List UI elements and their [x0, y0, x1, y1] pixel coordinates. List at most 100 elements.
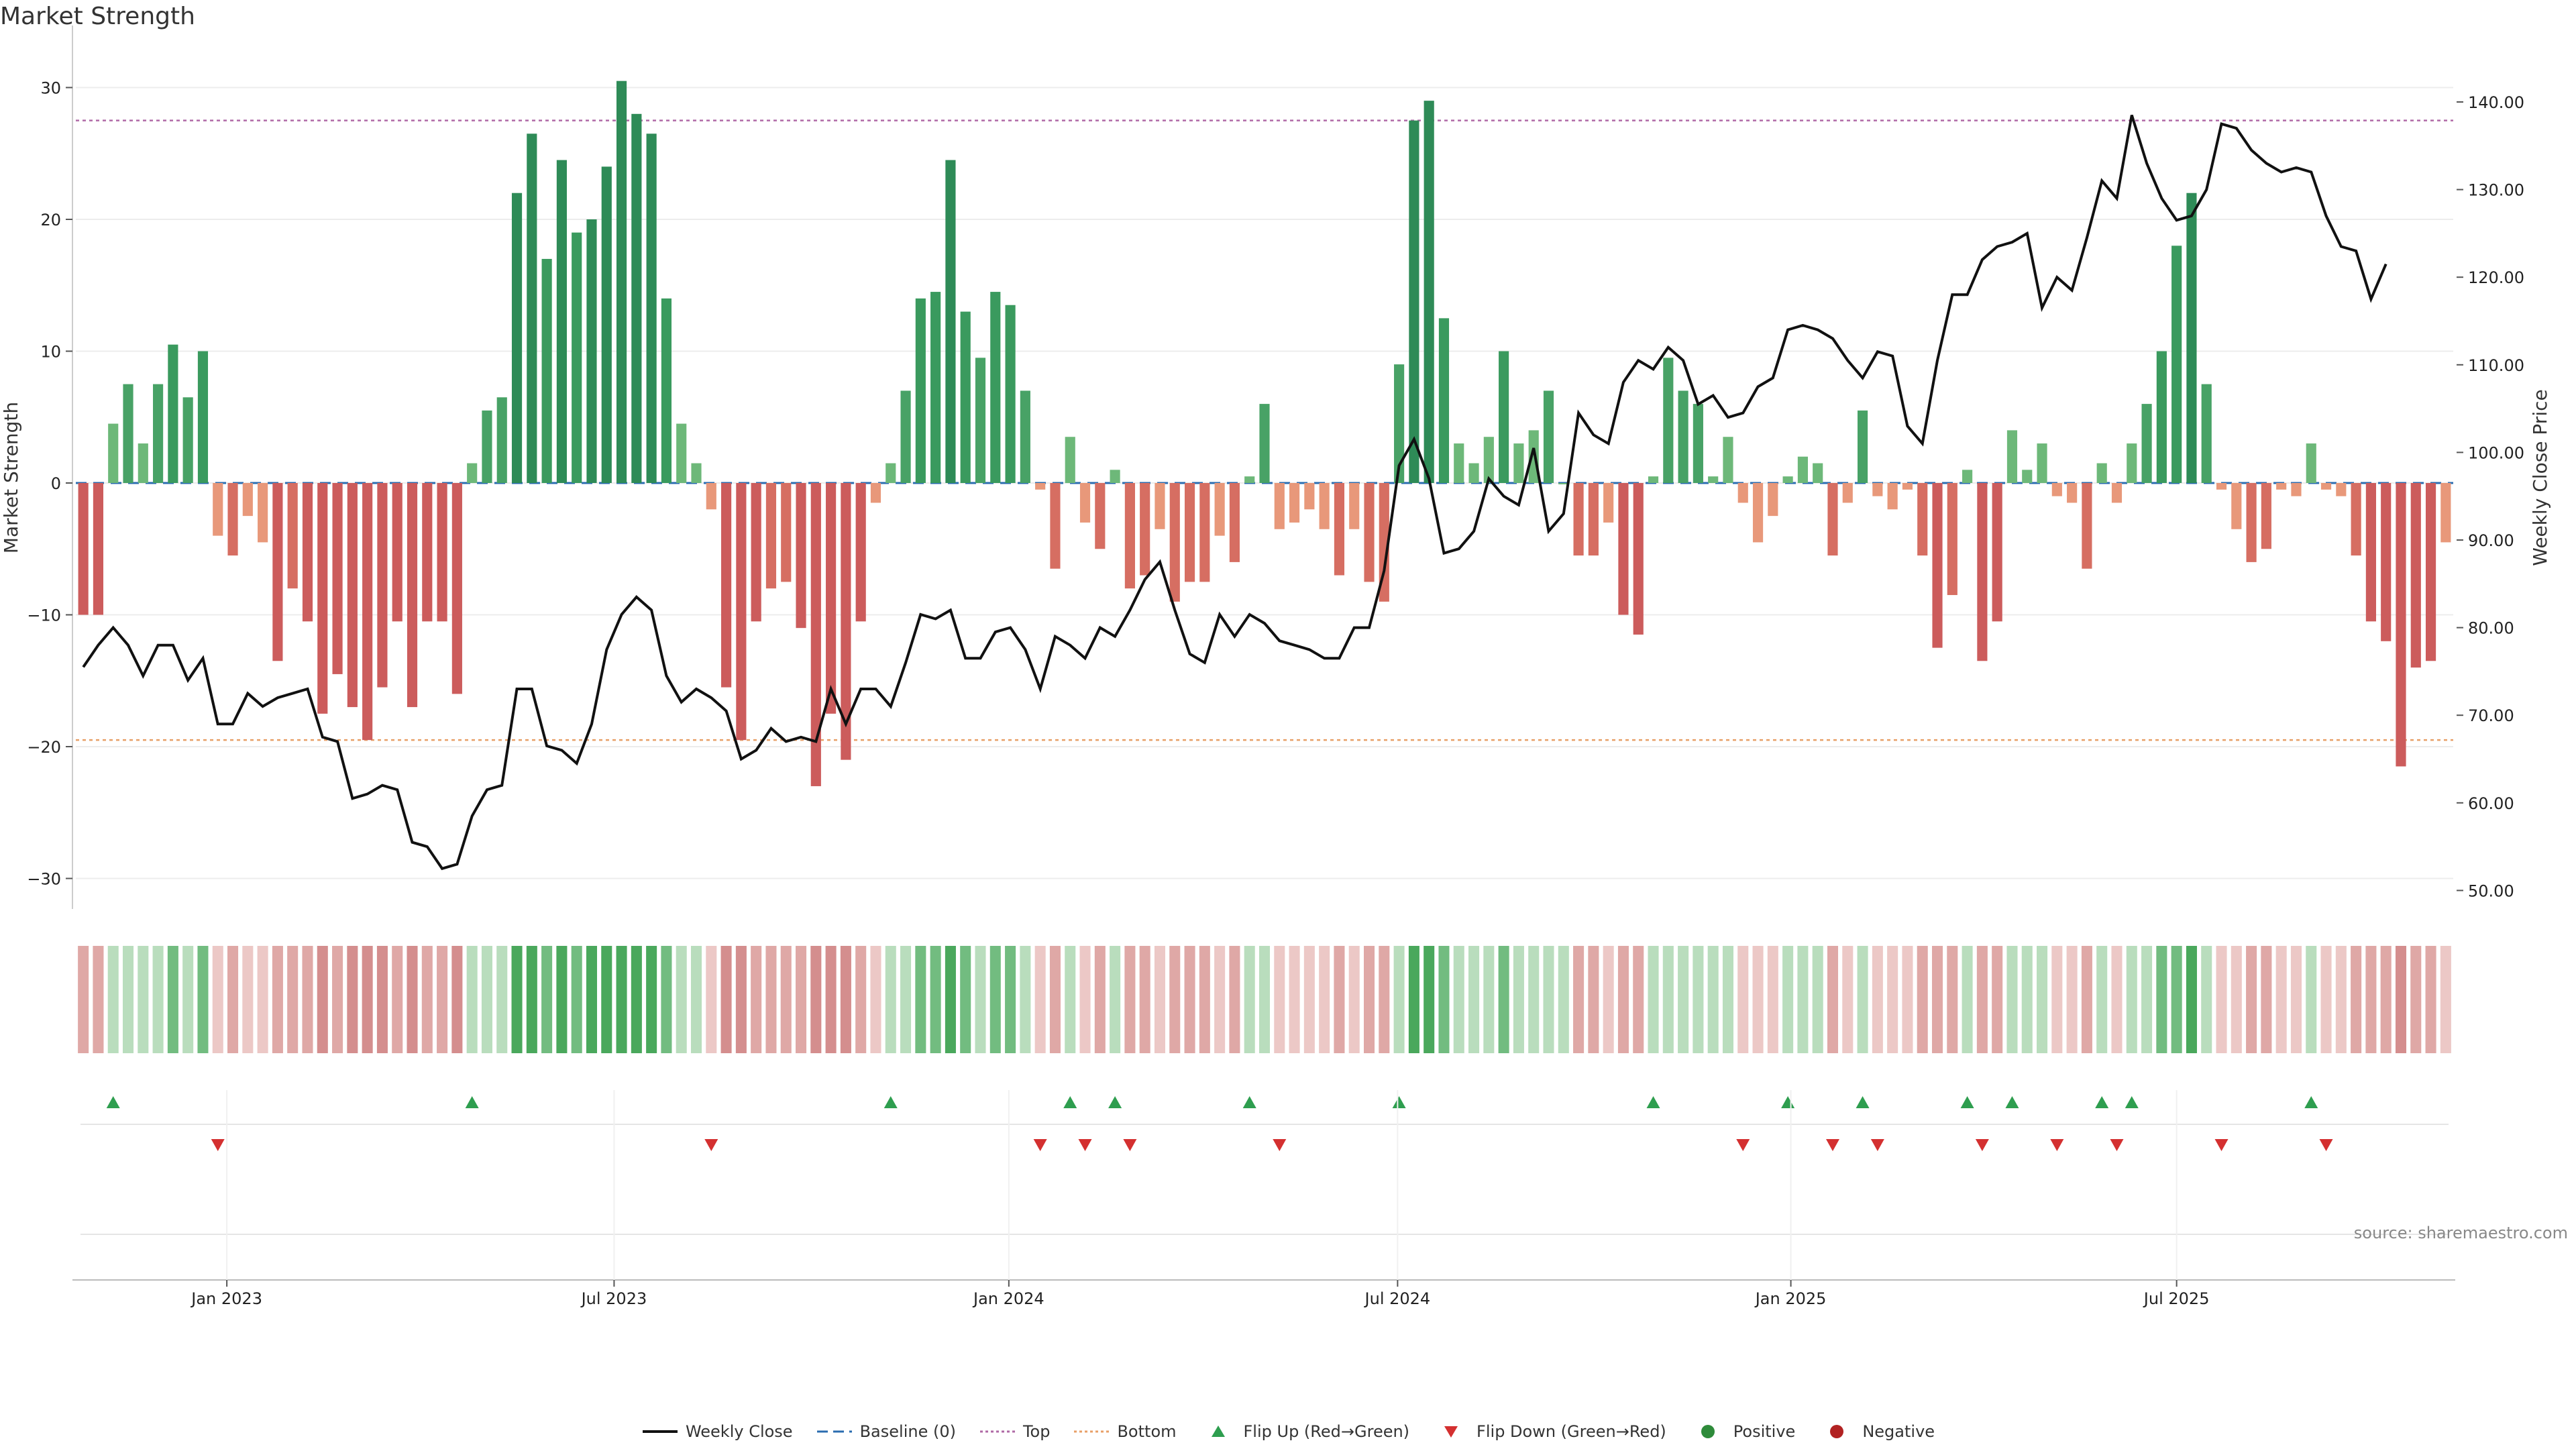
strength-cell [735, 946, 747, 1053]
strength-bar [511, 193, 523, 483]
legend: Weekly Close Baseline (0) Top Bottom Flip Up… [0, 1422, 2576, 1441]
strength-cell [2021, 946, 2033, 1053]
strength-cell [1648, 946, 1659, 1053]
flip-markers [80, 1096, 2449, 1235]
strength-cell [2201, 946, 2212, 1053]
strength-bar [1289, 483, 1300, 523]
flip-up-marker [1108, 1096, 1122, 1108]
strength-bar [1454, 443, 1464, 483]
strength-cell [451, 946, 463, 1053]
strength-bar [1379, 483, 1389, 602]
strength-cell [2051, 946, 2063, 1053]
legend-item-positive: Positive [1689, 1422, 1795, 1441]
strength-bar [631, 113, 642, 484]
flip-down-marker [1273, 1139, 1287, 1151]
strength-cell [496, 946, 508, 1053]
flip-down-marker [1736, 1139, 1750, 1151]
flip-down-marker [704, 1139, 718, 1151]
strength-cell [1483, 946, 1495, 1053]
strength-cell [601, 946, 612, 1053]
strength-bar [1155, 483, 1165, 529]
strength-bar [347, 483, 358, 708]
strength-cell [1633, 946, 1644, 1053]
right-tick-label: 80.00 [2468, 619, 2514, 638]
strength-bar [1752, 483, 1764, 543]
strength-cell [227, 946, 239, 1053]
strength-bar [2261, 483, 2271, 549]
strength-bar [885, 463, 896, 483]
strength-cell [1558, 946, 1569, 1053]
strength-bar [1124, 483, 1135, 589]
strength-bar [646, 133, 657, 483]
strength-bar [1648, 476, 1659, 483]
strength-bar [2351, 483, 2361, 556]
bottom-legend-symbol [1074, 1430, 1110, 1433]
right-tick-label: 90.00 [2468, 531, 2514, 550]
strength-cell [646, 946, 657, 1053]
strength-cell [1528, 946, 1540, 1053]
flip-down-marker [211, 1139, 225, 1151]
strength-bar [2067, 483, 2078, 503]
strength-cell [2425, 946, 2436, 1053]
strength-bar [1678, 390, 1688, 483]
strength-cell [2081, 946, 2092, 1053]
strength-cell [720, 946, 732, 1053]
strength-bar [2410, 483, 2421, 668]
right-tick-label: 130.00 [2468, 181, 2524, 200]
strength-cell [1169, 946, 1181, 1053]
strength-cell [2365, 946, 2377, 1053]
strength-bar [362, 483, 373, 741]
strength-cell [2037, 946, 2048, 1053]
strength-cell [1034, 946, 1046, 1053]
strength-cell [362, 946, 373, 1053]
x-tick-label: Jan 2023 [190, 1289, 262, 1308]
legend-item-bottom: Bottom [1073, 1422, 1177, 1441]
strength-bar [1274, 483, 1285, 529]
strength-cell [556, 946, 568, 1053]
strength-bar [796, 483, 806, 629]
strength-bar [287, 483, 298, 589]
strength-bar [168, 344, 178, 483]
flip-up-marker [465, 1096, 479, 1108]
legend-label: Baseline (0) [859, 1422, 956, 1441]
strength-cell [1872, 946, 1883, 1053]
strength-bar [1708, 476, 1719, 483]
strength-bar [78, 483, 89, 615]
strength-cell [1110, 946, 1121, 1053]
strength-cell [272, 946, 283, 1053]
strength-bar [1169, 483, 1180, 602]
strength-bar [1005, 305, 1016, 483]
strength-bar [272, 483, 283, 661]
strength-bar [736, 483, 747, 741]
flip-up-marker [1242, 1096, 1256, 1108]
strength-cell [1289, 946, 1300, 1053]
strength-cell [1438, 946, 1450, 1053]
strength-cell [1229, 946, 1240, 1053]
strength-bar [990, 292, 1001, 483]
strength-cell [1976, 946, 1988, 1053]
strength-cell [1498, 946, 1509, 1053]
x-tick-label: Jan 2024 [972, 1289, 1044, 1308]
strength-cell [541, 946, 553, 1053]
right-tick-label: 70.00 [2468, 706, 2514, 725]
strength-cell [421, 946, 433, 1053]
strength-cell [481, 946, 492, 1053]
strength-bar [451, 483, 462, 694]
strength-bar [1932, 483, 1943, 648]
strength-cell [407, 946, 418, 1053]
legend-label: Bottom [1117, 1422, 1177, 1441]
strength-bar [2037, 443, 2047, 483]
strength-cell [825, 946, 837, 1053]
strength-cell [317, 946, 328, 1053]
strength-cell [2290, 946, 2302, 1053]
strength-cell [182, 946, 194, 1053]
strength-bar [2171, 246, 2182, 483]
flip-up-marker [1960, 1096, 1974, 1108]
legend-item-top: Top [979, 1422, 1050, 1441]
strength-bar [2276, 483, 2287, 490]
strength-cell [1348, 946, 1360, 1053]
strength-bar [1483, 437, 1494, 483]
strength-bar [1872, 483, 1883, 496]
strength-bar [1603, 483, 1614, 523]
strength-bar [556, 160, 567, 483]
